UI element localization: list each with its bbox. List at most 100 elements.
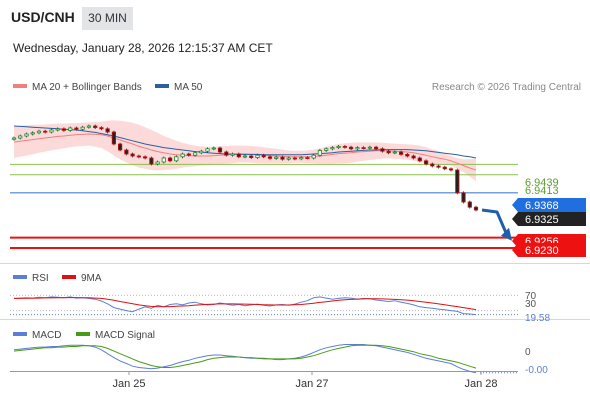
- candle-body: [74, 127, 79, 130]
- candle-body: [86, 125, 91, 128]
- rsi-current-label: 19.58: [525, 313, 550, 324]
- candle-body: [367, 146, 373, 149]
- candle-body: [24, 133, 29, 137]
- candle-body: [342, 145, 348, 148]
- chart-datetime: Wednesday, January 28, 2026 12:15:37 AM …: [13, 41, 273, 55]
- macd-line: [13, 344, 477, 374]
- candle-body: [211, 147, 216, 150]
- price-label: 6.9325: [525, 214, 559, 226]
- candle-body: [80, 126, 85, 130]
- legend-swatch-macd-signal: [76, 332, 90, 336]
- legend-swatch-ma50: [155, 84, 169, 88]
- candle-body: [111, 131, 116, 145]
- candle-body: [286, 157, 291, 160]
- timeframe-button[interactable]: 30 MIN: [82, 7, 133, 30]
- candle-body: [255, 154, 260, 158]
- candle-body: [330, 147, 335, 150]
- candle-body: [411, 155, 416, 159]
- candle-body: [336, 145, 341, 148]
- candle-body: [49, 129, 54, 133]
- bollinger-band-layer: [14, 120, 476, 182]
- candle-body: [99, 127, 104, 130]
- candle-body: [230, 153, 235, 156]
- candle-body: [149, 157, 154, 165]
- price-label-box: [512, 243, 586, 257]
- price-label-box: [512, 212, 586, 226]
- candle-body: [36, 130, 42, 134]
- candle-body: [311, 154, 316, 159]
- rsi-ma-line: [14, 297, 477, 311]
- candle-body: [167, 157, 173, 162]
- legend-label-ma50: MA 50: [174, 82, 203, 93]
- candle-body: [105, 128, 110, 133]
- candle-body: [348, 146, 354, 150]
- candle-body: [136, 155, 141, 158]
- price-label: 6.9413: [525, 185, 559, 197]
- candle-body: [392, 151, 397, 154]
- candle-body: [380, 148, 385, 152]
- candle-body: [205, 148, 210, 152]
- candle-body: [292, 157, 298, 160]
- candle-body: [217, 147, 223, 153]
- bollinger-band-fill: [14, 120, 476, 182]
- legend-swatch-rsi-ma: [62, 275, 76, 279]
- rsi-panel: [10, 294, 518, 316]
- candle-body: [355, 147, 360, 150]
- candle-body: [461, 192, 466, 203]
- candle-body: [299, 157, 304, 160]
- rsi-line: [13, 296, 477, 316]
- candle-body: [361, 147, 366, 150]
- candle-body: [473, 206, 479, 211]
- candle-body: [455, 169, 460, 194]
- candle-body: [43, 130, 48, 133]
- macd-current-label: -0.00: [525, 365, 548, 376]
- x-tick-label: Jan 25: [112, 378, 145, 390]
- forecast-arrow-layer: [481, 208, 512, 241]
- candle-body: [261, 154, 266, 158]
- candle-body: [249, 155, 254, 159]
- macd-panel: [13, 344, 518, 374]
- candle-body: [192, 152, 198, 156]
- candlestick-layer: [11, 124, 479, 212]
- candle-body: [417, 157, 422, 162]
- x-tick-label: Jan 27: [295, 378, 328, 390]
- ma50-line: [13, 125, 477, 159]
- candle-body: [436, 165, 441, 168]
- legend-label-macd: MACD: [32, 330, 61, 341]
- legend-label-rsi-ma: 9MA: [81, 273, 102, 284]
- legend-swatch-ma20: [13, 84, 27, 88]
- credit-text: Research © 2026 Trading Central: [432, 82, 581, 93]
- legend-label-macd-signal: MACD Signal: [95, 330, 155, 341]
- candle-body: [199, 150, 204, 154]
- moving-average-layer: [13, 125, 477, 171]
- rsi-label-30: 30: [525, 299, 537, 310]
- candle-body: [55, 128, 60, 131]
- candle-body: [467, 201, 472, 208]
- candle-body: [442, 166, 447, 170]
- candle-body: [174, 156, 179, 162]
- forecast-arrow-head: [501, 227, 512, 241]
- price-label: 6.9368: [525, 200, 559, 212]
- candle-body: [373, 146, 379, 150]
- candle-body: [430, 163, 435, 167]
- candle-body: [61, 128, 67, 131]
- macd-signal-line: [13, 344, 477, 369]
- candle-body: [130, 153, 135, 157]
- candle-body: [11, 137, 17, 140]
- pair-title: USD/CNH: [11, 9, 75, 25]
- candle-body: [93, 125, 98, 129]
- candle-body: [305, 157, 310, 160]
- price-label-box: [512, 198, 586, 212]
- candle-body: [324, 148, 329, 151]
- candle-body: [236, 153, 241, 158]
- candle-body: [180, 153, 185, 158]
- candle-body: [280, 156, 285, 160]
- candle-body: [118, 143, 123, 151]
- legend-label-rsi: RSI: [32, 273, 49, 284]
- candle-body: [18, 135, 23, 139]
- candle-body: [161, 157, 166, 163]
- x-tick-label: Jan 28: [464, 378, 497, 390]
- candle-body: [155, 161, 160, 165]
- price-label: 6.9439: [525, 177, 559, 189]
- candle-body: [423, 160, 429, 165]
